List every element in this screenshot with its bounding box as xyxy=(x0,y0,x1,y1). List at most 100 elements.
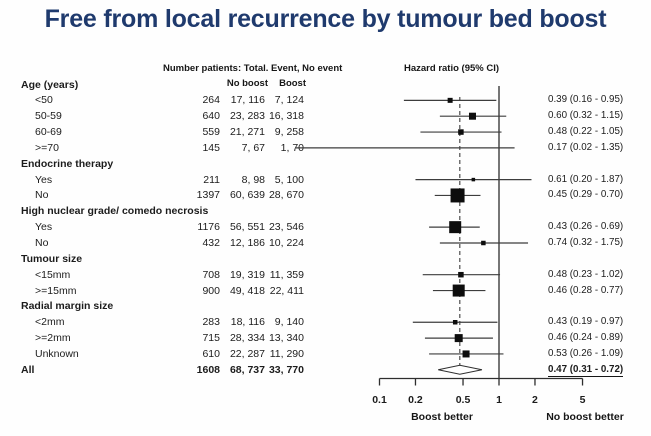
hazard-ratio-ci-text: 0.48 (0.23 - 1.02) xyxy=(548,268,624,280)
no-boost-event-noevent: 60, 639 xyxy=(229,189,265,202)
hr-square xyxy=(450,188,465,203)
hr-square xyxy=(481,240,486,246)
total-patients: 1608 xyxy=(196,363,220,376)
no-boost-event-noevent: 22, 287 xyxy=(229,347,265,360)
axis-label-no-boost-better: No boost better xyxy=(546,411,624,423)
hr-square xyxy=(452,284,465,297)
boost-event-noevent: 13, 340 xyxy=(268,332,304,345)
boost-event-noevent: 33, 770 xyxy=(268,363,304,376)
hr-square xyxy=(462,350,470,358)
hazard-ratio-ci-text: 0.48 (0.22 - 1.05) xyxy=(548,126,624,138)
no-boost-event-noevent: 17, 116 xyxy=(230,94,265,107)
forest-row: <50 264 17, 116 7, 124 0.39 (0.16 - 0.95) xyxy=(0,93,651,107)
group-header-row: Radial margin size xyxy=(0,299,651,313)
row-label: Endocrine therapy xyxy=(21,157,114,170)
boost-event-noevent: 22, 411 xyxy=(269,284,304,297)
no-boost-event-noevent: 21, 271 xyxy=(229,126,265,139)
hazard-ratio-ci-text: 0.46 (0.24 - 0.89) xyxy=(548,332,624,344)
forest-row: All 1608 68, 737 33, 770 0.47 (0.31 - 0.72) xyxy=(0,363,651,377)
total-patients: 264 xyxy=(202,94,220,107)
hr-square xyxy=(452,320,458,325)
total-patients: 900 xyxy=(202,284,220,297)
overall-diamond xyxy=(438,364,483,375)
no-boost-event-noevent: 8, 98 xyxy=(241,173,265,186)
no-boost-event-noevent: 7, 67 xyxy=(241,141,265,154)
row-label: High nuclear grade/ comedo necrosis xyxy=(21,205,209,218)
total-patients: 145 xyxy=(202,141,220,154)
total-patients: 715 xyxy=(202,332,220,345)
group-header-row: Endocrine therapy xyxy=(0,157,651,171)
row-label: >=70 xyxy=(35,141,59,154)
hazard-ratio-ci-text: 0.17 (0.02 - 1.35) xyxy=(548,141,624,153)
total-patients: 432 xyxy=(202,237,220,249)
group-header-row: High nuclear grade/ comedo necrosis xyxy=(0,204,651,218)
hazard-ratio-ci-text: 0.46 (0.28 - 0.77) xyxy=(548,284,624,296)
forest-row: Unknown 610 22, 287 11, 290 0.53 (0.26 - 1.0… xyxy=(0,347,651,361)
boost-event-noevent: 9, 140 xyxy=(274,316,304,329)
forest-row: <15mm 708 19, 319 11, 359 0.48 (0.23 - 1.02) xyxy=(0,268,651,282)
forest-row: >=2mm 715 28, 334 13, 340 0.46 (0.24 - 0.89) xyxy=(0,331,651,345)
row-label: Age (years) xyxy=(21,78,79,91)
boost-event-noevent: 7, 124 xyxy=(274,94,304,107)
row-label: Yes xyxy=(35,221,53,234)
subheader-boost: Boost xyxy=(279,78,306,89)
hazard-ratio-ci-text: 0.74 (0.32 - 1.75) xyxy=(548,237,624,248)
slide-title: Free from local recurrence by tumour bed… xyxy=(44,5,607,33)
row-label: 50-59 xyxy=(35,110,62,123)
hr-square xyxy=(458,271,464,278)
x-tick-label: 1 xyxy=(496,394,502,406)
total-patients: 283 xyxy=(202,316,220,329)
boost-event-noevent: 10, 224 xyxy=(268,237,304,249)
total-patients: 708 xyxy=(202,268,220,281)
boost-event-noevent: 28, 670 xyxy=(268,189,304,202)
no-boost-event-noevent: 23, 283 xyxy=(229,110,265,123)
row-label: 60-69 xyxy=(35,126,62,139)
boost-event-noevent: 11, 359 xyxy=(269,268,304,281)
boost-event-noevent: 1, 70 xyxy=(280,141,304,154)
no-boost-event-noevent: 28, 334 xyxy=(229,332,265,345)
forest-row: Yes 211 8, 98 5, 100 0.61 (0.20 - 1.87) xyxy=(0,173,651,187)
group-header-row: Tumour size xyxy=(0,252,651,266)
subheader-no-boost: No boost xyxy=(226,78,268,89)
forest-row: Yes 1176 56, 551 23, 546 0.43 (0.26 - 0.69) xyxy=(0,220,651,234)
boost-event-noevent: 16, 318 xyxy=(268,110,304,123)
boost-event-noevent: 9, 258 xyxy=(274,126,304,139)
total-patients: 610 xyxy=(202,347,220,360)
row-label: Yes xyxy=(35,173,53,186)
group-header-row: Age (years) xyxy=(0,78,651,92)
row-label: Unknown xyxy=(35,347,79,360)
forest-row: <2mm 283 18, 116 9, 140 0.43 (0.19 - 0.97) xyxy=(0,315,651,329)
hazard-ratio-ci-text: 0.53 (0.26 - 1.09) xyxy=(548,347,624,359)
row-label: >=15mm xyxy=(35,284,77,297)
no-boost-event-noevent: 56, 551 xyxy=(229,221,265,234)
x-tick-label: 0.1 xyxy=(372,394,387,406)
row-label: <2mm xyxy=(35,316,65,329)
hr-square xyxy=(454,334,463,343)
no-boost-event-noevent: 49, 418 xyxy=(229,284,265,297)
hazard-ratio-ci-text: 0.39 (0.16 - 0.95) xyxy=(548,94,624,106)
hazard-ratio-ci-text: 0.43 (0.19 - 0.97) xyxy=(548,316,624,328)
row-label: Radial margin size xyxy=(21,300,114,313)
row-label: No xyxy=(35,189,49,202)
hazard-ratio-ci-text: 0.43 (0.26 - 0.69) xyxy=(548,221,624,233)
forest-row: No 1397 60, 639 28, 670 0.45 (0.29 - 0.70) xyxy=(0,188,651,202)
axis-label-boost-better: Boost better xyxy=(411,411,473,423)
hr-square xyxy=(468,112,476,120)
no-boost-event-noevent: 19, 319 xyxy=(229,268,265,281)
hazard-ratio-ci-text: 0.47 (0.31 - 0.72) xyxy=(548,363,624,377)
x-tick-label: 5 xyxy=(580,394,586,406)
total-patients: 211 xyxy=(203,173,220,186)
boost-event-noevent: 5, 100 xyxy=(274,173,304,186)
x-tick-label: 2 xyxy=(532,394,538,406)
no-boost-event-noevent: 18, 116 xyxy=(230,316,265,329)
forest-row: >=15mm 900 49, 418 22, 411 0.46 (0.28 - 0.77… xyxy=(0,284,651,298)
total-patients: 640 xyxy=(202,110,220,123)
row-label: >=2mm xyxy=(35,332,71,345)
numbers-column-header: Number patients: Total. Event, No event xyxy=(163,63,343,74)
hazard-ratio-column-header: Hazard ratio (95% CI) xyxy=(404,63,500,74)
hr-square xyxy=(471,177,476,182)
boost-event-noevent: 11, 290 xyxy=(269,347,304,360)
hr-square xyxy=(449,221,462,234)
